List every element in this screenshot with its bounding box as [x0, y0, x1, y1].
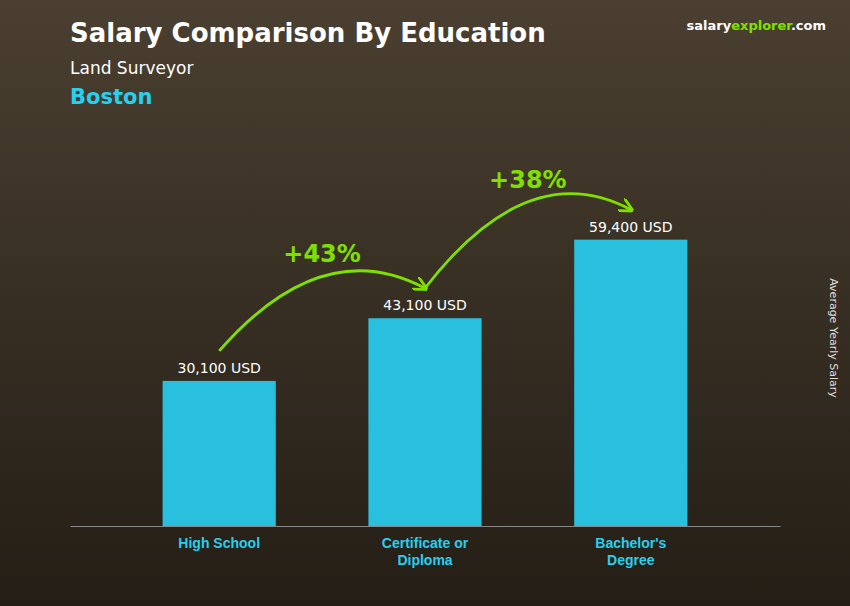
- y-axis-title: Average Yearly Salary: [827, 278, 840, 398]
- bar: [368, 318, 481, 526]
- data-label: 59,400 USD: [589, 219, 672, 235]
- title: Salary Comparison By Education: [70, 18, 546, 48]
- change-label: +38%: [489, 166, 567, 194]
- tick: Bachelor'sDegree: [595, 526, 666, 568]
- change-arrow: [219, 271, 425, 351]
- subtitle: Land Surveyor: [70, 58, 193, 78]
- watermark-part: explorer: [731, 18, 793, 33]
- tick: High School: [178, 526, 260, 551]
- chart: High School Certificate orDiploma Bachelor…: [0, 0, 850, 606]
- change-label: +43%: [283, 240, 361, 268]
- x-axis: High School Certificate orDiploma Bachelor…: [71, 526, 781, 568]
- watermark: salaryexplorer.com: [687, 18, 826, 33]
- city-label: Boston: [70, 85, 152, 109]
- watermark-part: .com: [791, 18, 826, 33]
- axis-line: [71, 526, 781, 527]
- tick-label: Bachelor'sDegree: [595, 535, 666, 568]
- data-label: 30,100 USD: [178, 360, 261, 376]
- data-labels: 30,100 USD 43,100 USD 59,400 USD: [178, 219, 673, 376]
- change-annotations: +43% +38%: [219, 166, 631, 351]
- bars: [163, 240, 688, 526]
- bar: [574, 240, 687, 526]
- bar: [163, 381, 276, 526]
- watermark-part: salary: [687, 18, 732, 33]
- tick-label: Certificate orDiploma: [382, 535, 469, 568]
- background: [0, 0, 850, 606]
- data-label: 43,100 USD: [383, 297, 466, 313]
- tick-label: High School: [178, 535, 260, 551]
- tick: Certificate orDiploma: [382, 526, 469, 568]
- change-arrow: [425, 194, 631, 289]
